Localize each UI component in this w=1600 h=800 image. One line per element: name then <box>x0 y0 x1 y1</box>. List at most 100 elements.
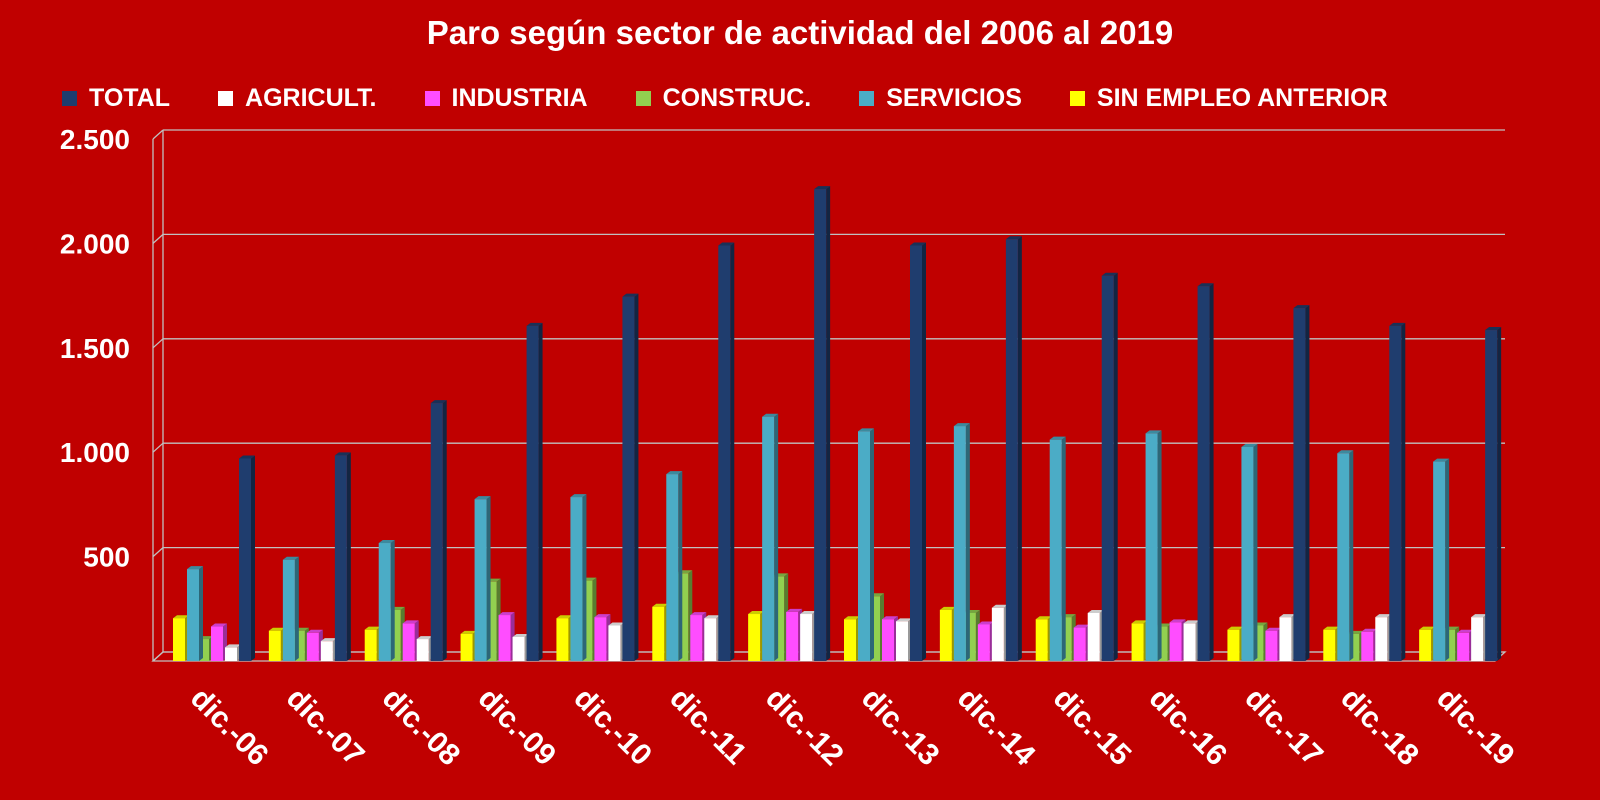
legend-label-servicios: SERVICIOS <box>886 83 1022 112</box>
bar-industria-12 <box>1361 631 1374 661</box>
bar-side-total-8 <box>1017 236 1022 661</box>
bar-side-total-5 <box>730 242 735 661</box>
bar-top-total-8 <box>1005 236 1022 240</box>
x-tick-label-6: dic.-12 <box>759 682 850 773</box>
x-tick-label-0: dic.-06 <box>184 682 275 773</box>
bar-sin-empleo-anterior-12 <box>1323 629 1336 661</box>
bar-top-servicios-1 <box>282 556 299 560</box>
bar-side-total-13 <box>1497 327 1502 661</box>
bar-industria-8 <box>977 624 990 661</box>
bar-side-servicios-6 <box>774 413 779 661</box>
x-tick-label-3: dic.-09 <box>472 682 563 773</box>
bar-side-servicios-2 <box>390 540 395 661</box>
bar-sin-empleo-anterior-8 <box>939 609 952 661</box>
bar-agricult--3 <box>512 636 525 661</box>
y-tick-label-5: 2.500 <box>60 124 130 155</box>
bar-top-industria-8 <box>977 621 994 625</box>
x-tick-label-1: dic.-07 <box>280 682 371 773</box>
bar-total-6 <box>814 189 827 661</box>
bar-agricult--9 <box>1087 612 1100 661</box>
x-tick-label-4: dic.-10 <box>567 682 658 773</box>
chart-title: Paro según sector de actividad del 2006 … <box>426 14 1174 51</box>
bar-side-total-1 <box>346 452 351 661</box>
legend: TOTAL AGRICULT. INDUSTRIA CONSTRUC. SERV… <box>62 82 1436 114</box>
bar-top-sin-empleo-anterior-11 <box>1227 626 1244 630</box>
x-tick-label-11: dic.-17 <box>1238 682 1329 773</box>
bar-side-total-10 <box>1209 283 1214 661</box>
bar-side-servicios-8 <box>965 423 970 661</box>
bar-total-9 <box>1101 275 1114 661</box>
bar-side-servicios-4 <box>582 494 587 661</box>
bar-top-agricult--0 <box>225 644 241 648</box>
bar-total-12 <box>1389 325 1402 661</box>
bar-agricult--13 <box>1471 617 1484 661</box>
bar-total-7 <box>910 245 922 661</box>
bar-industria-4 <box>594 617 607 661</box>
bar-top-total-2 <box>430 400 447 404</box>
bar-servicios-3 <box>474 499 487 661</box>
y-tick-label-3: 1.500 <box>60 333 130 364</box>
bar-sin-empleo-anterior-5 <box>652 606 665 661</box>
bar-total-1 <box>334 455 347 661</box>
bar-top-agricult--9 <box>1087 609 1104 613</box>
bar-total-13 <box>1485 330 1498 661</box>
bar-servicios-8 <box>953 426 966 661</box>
bar-agricult--4 <box>608 625 621 661</box>
legend-item-sin-empleo-anterior: SIN EMPLEO ANTERIOR <box>1069 83 1388 113</box>
bar-sin-empleo-anterior-10 <box>1131 623 1144 661</box>
legend-swatch-industria <box>424 90 440 106</box>
bar-agricult--7 <box>896 621 908 661</box>
legend-label-industria: INDUSTRIA <box>451 83 588 112</box>
bar-sin-empleo-anterior-7 <box>844 619 856 661</box>
x-tick-label-13: dic.-19 <box>1430 682 1521 773</box>
bar-agricult--1 <box>320 641 333 661</box>
bar-total-3 <box>526 325 539 661</box>
bar-top-sin-empleo-anterior-0 <box>173 615 189 619</box>
bar-agricult--0 <box>225 647 237 661</box>
gridline-side-2 <box>152 442 164 453</box>
bar-sin-empleo-anterior-4 <box>556 618 569 661</box>
bar-total-5 <box>718 245 731 661</box>
bar-servicios-2 <box>378 543 391 661</box>
y-tick-label-4: 2.000 <box>60 228 130 259</box>
legend-item-total: TOTAL <box>62 84 170 113</box>
bar-side-servicios-3 <box>486 496 491 661</box>
bar-servicios-4 <box>570 497 583 661</box>
bar-industria-13 <box>1457 632 1470 661</box>
x-tick-label-9: dic.-15 <box>1047 682 1138 773</box>
legend-swatch-construccion <box>635 90 651 106</box>
bar-sin-empleo-anterior-11 <box>1227 629 1240 661</box>
bar-top-servicios-6 <box>762 413 779 417</box>
bar-top-total-13 <box>1485 327 1502 331</box>
bar-top-servicios-10 <box>1145 430 1162 434</box>
legend-label-sin-empleo-anterior: SIN EMPLEO ANTERIOR <box>1096 83 1388 112</box>
bar-servicios-12 <box>1337 453 1350 661</box>
bar-servicios-6 <box>762 416 775 661</box>
bar-top-total-3 <box>526 322 543 326</box>
bar-industria-9 <box>1073 627 1086 661</box>
bar-sin-empleo-anterior-13 <box>1419 629 1432 661</box>
bar-side-total-7 <box>922 242 926 661</box>
bar-side-total-0 <box>251 455 255 661</box>
bar-top-industria-12 <box>1361 628 1378 632</box>
legend-label-agricultura: AGRICULT. <box>245 83 377 112</box>
bar-top-servicios-8 <box>953 423 970 427</box>
bar-industria-11 <box>1265 630 1278 661</box>
bar-side-total-11 <box>1305 305 1310 661</box>
bar-top-sin-empleo-anterior-7 <box>844 616 860 620</box>
bar-top-agricult--13 <box>1471 614 1488 618</box>
bar-top-sin-empleo-anterior-1 <box>268 627 285 631</box>
bar-industria-7 <box>882 619 894 661</box>
legend-swatch-agricultura <box>218 90 234 106</box>
x-tick-label-5: dic.-11 <box>663 682 752 771</box>
bar-top-total-5 <box>718 242 735 246</box>
bar-top-total-4 <box>622 293 639 297</box>
bar-side-servicios-9 <box>1061 436 1066 661</box>
bar-top-agricult--2 <box>416 636 433 640</box>
bar-top-industria-4 <box>594 614 611 618</box>
bar-top-sin-empleo-anterior-5 <box>652 603 669 607</box>
legend-swatch-sin-empleo-anterior <box>1069 90 1085 106</box>
bar-sin-empleo-anterior-0 <box>173 618 185 661</box>
bar-top-agricult--11 <box>1279 614 1296 618</box>
bar-top-industria-5 <box>690 612 707 616</box>
